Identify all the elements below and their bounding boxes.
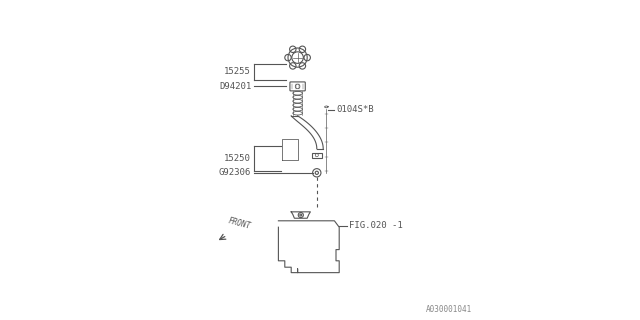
- Text: G92306: G92306: [219, 168, 251, 177]
- Text: A030001041: A030001041: [426, 305, 472, 314]
- Text: FIG.020 -1: FIG.020 -1: [349, 221, 403, 230]
- Bar: [312, 153, 322, 158]
- Text: 0104S*B: 0104S*B: [336, 105, 374, 114]
- Text: 15250: 15250: [225, 154, 251, 163]
- Text: D94201: D94201: [219, 82, 251, 91]
- Text: 15255: 15255: [225, 68, 251, 76]
- Text: FRONT: FRONT: [227, 216, 252, 231]
